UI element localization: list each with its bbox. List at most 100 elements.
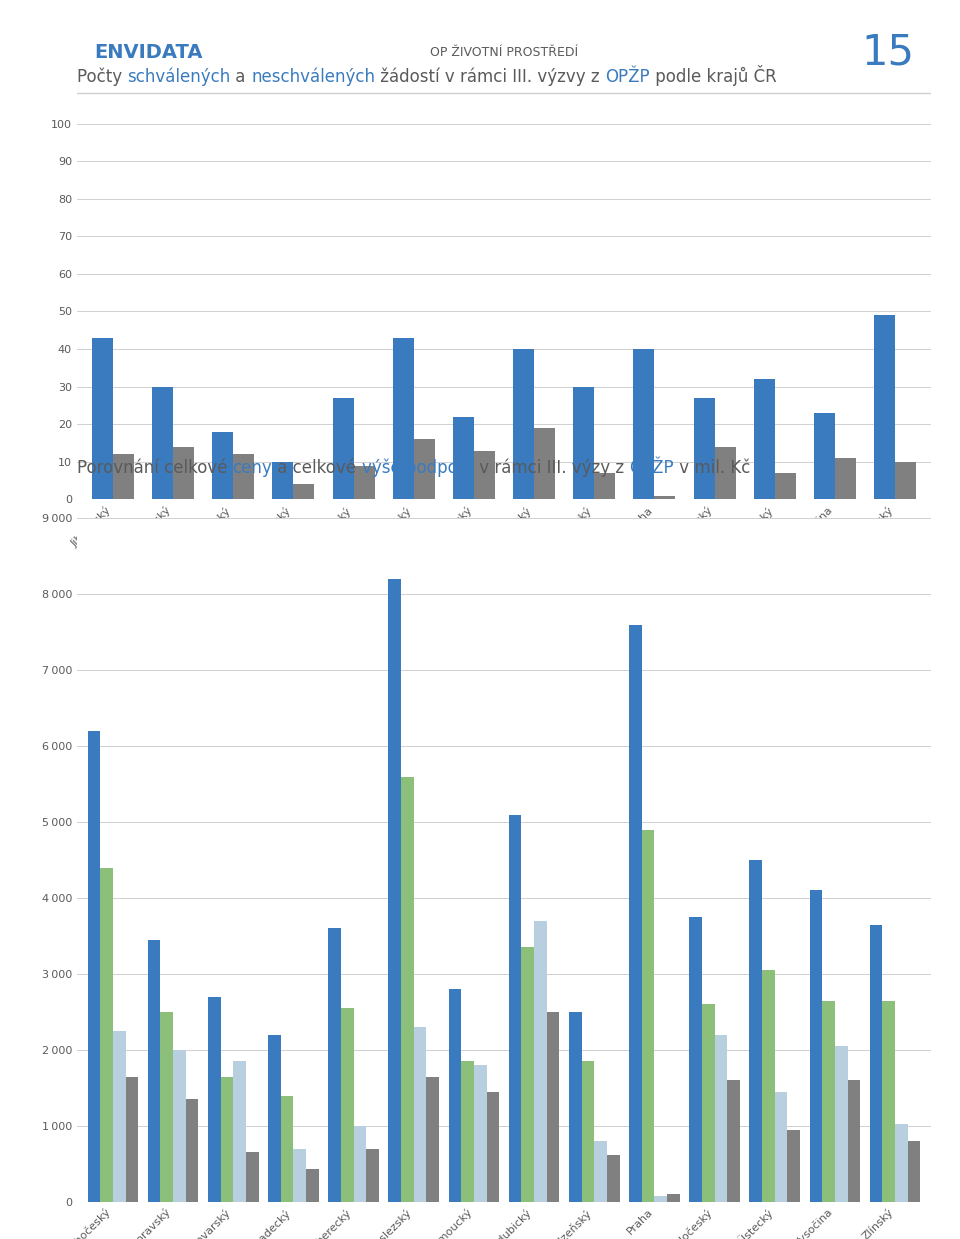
Bar xyxy=(547,1012,560,1202)
Bar xyxy=(895,1124,908,1202)
Bar xyxy=(762,970,775,1202)
Bar xyxy=(393,338,414,499)
Bar xyxy=(848,1080,860,1202)
Text: 15: 15 xyxy=(861,32,914,73)
Bar xyxy=(895,462,916,499)
Bar xyxy=(366,1149,379,1202)
Bar xyxy=(882,1001,895,1202)
Bar xyxy=(667,1194,680,1202)
Bar xyxy=(513,349,534,499)
Text: výše podpory: výše podpory xyxy=(362,458,474,477)
Bar xyxy=(594,473,615,499)
Bar xyxy=(87,731,100,1202)
Bar xyxy=(809,891,823,1202)
Bar xyxy=(448,989,461,1202)
Bar xyxy=(534,427,555,499)
Bar xyxy=(594,1141,607,1202)
Bar xyxy=(814,413,835,499)
Text: neschválených: neschválených xyxy=(252,67,375,85)
Bar xyxy=(629,624,642,1202)
Bar xyxy=(607,1155,619,1202)
Text: schválených: schválených xyxy=(127,67,230,85)
Bar xyxy=(113,1031,126,1202)
Bar xyxy=(702,1005,714,1202)
Bar xyxy=(835,1046,848,1202)
Bar xyxy=(835,458,856,499)
Bar xyxy=(212,431,233,499)
Bar xyxy=(461,1062,474,1202)
Bar xyxy=(474,451,495,499)
Bar xyxy=(173,1049,185,1202)
Text: Počty: Počty xyxy=(77,67,127,85)
Bar xyxy=(634,349,655,499)
Bar xyxy=(750,860,762,1202)
Bar xyxy=(185,1099,199,1202)
Bar xyxy=(728,1080,740,1202)
Bar xyxy=(221,1077,233,1202)
Bar xyxy=(126,1077,138,1202)
Bar xyxy=(160,1012,173,1202)
Text: ceny: ceny xyxy=(232,460,273,477)
Bar xyxy=(714,1035,728,1202)
Bar xyxy=(714,447,735,499)
Bar xyxy=(233,455,254,499)
Text: a: a xyxy=(230,68,252,85)
Bar xyxy=(655,496,676,499)
Bar xyxy=(534,921,547,1202)
Text: žádostí v rámci III. výzvy z: žádostí v rámci III. výzvy z xyxy=(375,67,605,85)
Bar xyxy=(823,1001,835,1202)
Bar xyxy=(233,1062,246,1202)
Bar xyxy=(775,1092,787,1202)
Bar xyxy=(870,924,882,1202)
Bar xyxy=(246,1152,258,1202)
Bar xyxy=(353,1126,366,1202)
Bar xyxy=(280,1095,294,1202)
Bar xyxy=(273,462,294,499)
Bar xyxy=(152,387,173,499)
Bar xyxy=(509,814,521,1202)
Bar xyxy=(208,997,221,1202)
Bar xyxy=(642,830,655,1202)
Bar xyxy=(328,928,341,1202)
Text: OP ŽIVOTNÍ PROSTŘEDÍ: OP ŽIVOTNÍ PROSTŘEDÍ xyxy=(430,46,578,59)
Bar xyxy=(573,387,594,499)
Bar xyxy=(353,466,374,499)
Text: v mil. Kč: v mil. Kč xyxy=(674,460,751,477)
Bar xyxy=(306,1170,319,1202)
Bar xyxy=(569,1012,582,1202)
Text: OPŽP: OPŽP xyxy=(630,460,674,477)
Bar xyxy=(401,777,414,1202)
Bar xyxy=(453,416,474,499)
Bar xyxy=(294,1149,306,1202)
Bar xyxy=(689,917,702,1202)
Bar xyxy=(173,447,194,499)
Text: podle krajů ČR: podle krajů ČR xyxy=(650,64,777,85)
Bar xyxy=(487,1092,499,1202)
Bar xyxy=(414,440,435,499)
Bar xyxy=(268,1035,280,1202)
Bar xyxy=(332,398,353,499)
Bar xyxy=(521,948,534,1202)
Bar xyxy=(754,379,775,499)
Text: ENVIDATA: ENVIDATA xyxy=(94,43,203,62)
Bar xyxy=(787,1130,800,1202)
Bar xyxy=(908,1141,921,1202)
Bar xyxy=(474,1066,487,1202)
Bar xyxy=(655,1196,667,1202)
Bar xyxy=(148,940,160,1202)
Bar xyxy=(100,867,113,1202)
Text: OPŽP: OPŽP xyxy=(605,68,650,85)
Text: Porovnání celkové: Porovnání celkové xyxy=(77,460,232,477)
Bar xyxy=(775,473,796,499)
Text: a celkové: a celkové xyxy=(273,460,362,477)
Legend: schválené, neschválené: schválené, neschválené xyxy=(690,650,924,674)
Bar xyxy=(426,1077,439,1202)
Bar xyxy=(341,1009,353,1202)
Bar xyxy=(874,315,895,499)
Text: v rámci III. výzy z: v rámci III. výzy z xyxy=(474,458,630,477)
Bar xyxy=(693,398,714,499)
Bar xyxy=(389,579,401,1202)
Bar xyxy=(294,484,315,499)
Bar xyxy=(92,338,113,499)
Bar xyxy=(113,455,134,499)
